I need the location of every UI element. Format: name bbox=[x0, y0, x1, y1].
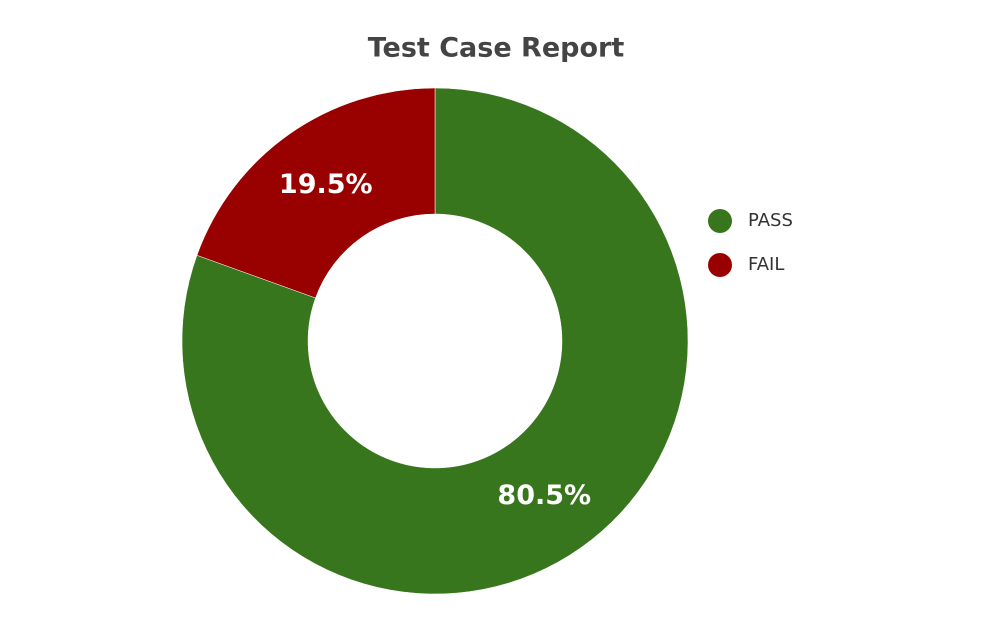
slice bbox=[196, 87, 436, 299]
legend-label: FAIL bbox=[748, 254, 784, 275]
slice-label: 19.5% bbox=[279, 169, 373, 200]
legend-marker bbox=[708, 253, 732, 277]
slice-label: 80.5% bbox=[497, 480, 591, 511]
legend-label: PASS bbox=[748, 210, 793, 231]
slice bbox=[181, 87, 689, 595]
chart-title: Test Case Report bbox=[368, 33, 625, 64]
legend-marker bbox=[708, 209, 732, 233]
